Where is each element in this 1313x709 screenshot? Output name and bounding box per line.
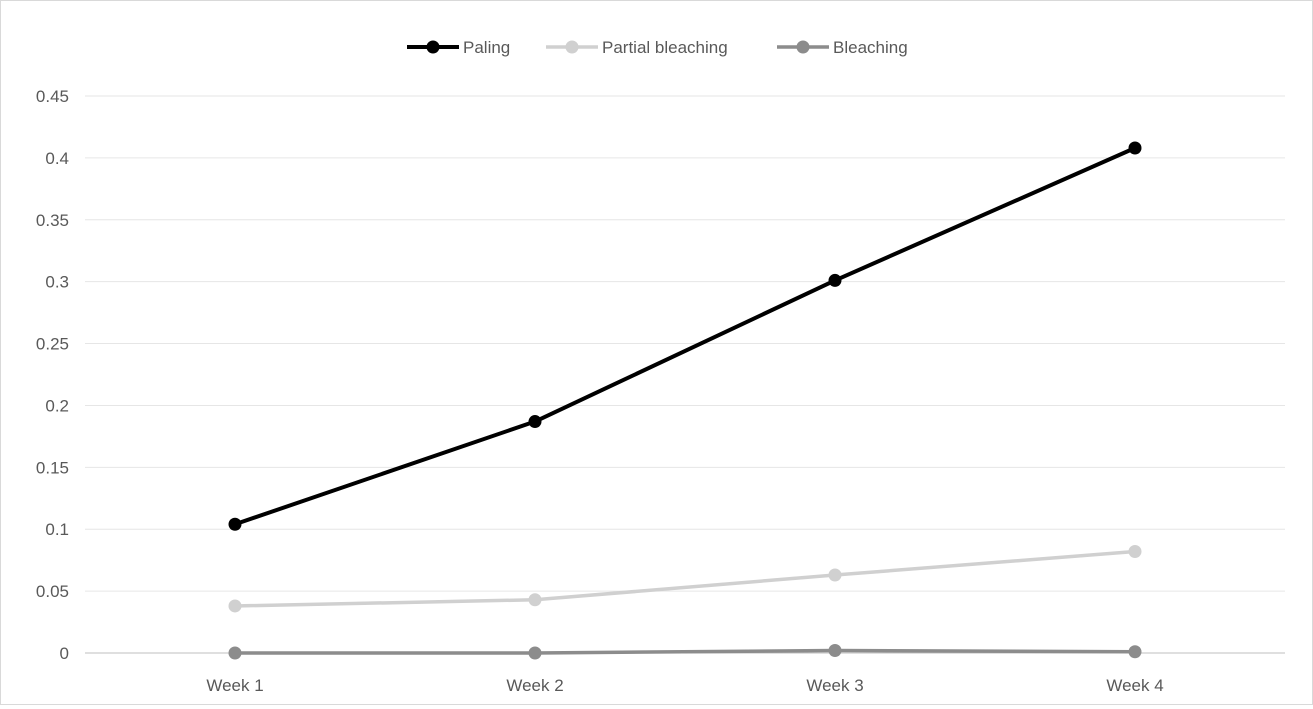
x-tick-label: Week 2 bbox=[506, 676, 563, 695]
data-point-bleaching bbox=[828, 644, 842, 658]
legend-label: Paling bbox=[463, 38, 510, 57]
y-tick-label: 0.05 bbox=[36, 582, 69, 601]
data-point-bleaching bbox=[528, 646, 542, 660]
data-point-paling bbox=[228, 517, 242, 531]
series-paling bbox=[228, 141, 1142, 531]
gridlines bbox=[85, 95, 1285, 654]
legend-label: Bleaching bbox=[833, 38, 908, 57]
data-point-paling bbox=[828, 273, 842, 287]
legend-item-bleaching: Bleaching bbox=[777, 38, 908, 57]
y-tick-label: 0.2 bbox=[45, 396, 69, 415]
y-tick-label: 0 bbox=[60, 644, 69, 663]
data-point-partial-bleaching bbox=[228, 599, 242, 613]
y-tick-label: 0.1 bbox=[45, 520, 69, 539]
series-lines bbox=[228, 141, 1142, 660]
data-point-bleaching bbox=[228, 646, 242, 660]
legend-label: Partial bleaching bbox=[602, 38, 728, 57]
y-tick-label: 0.4 bbox=[45, 149, 69, 168]
x-tick-label: Week 1 bbox=[206, 676, 263, 695]
legend-swatch-marker bbox=[426, 40, 440, 54]
y-axis-ticks: 0 0.05 0.1 0.15 0.2 0.25 0.3 0.35 0.4 0.45 bbox=[36, 87, 69, 663]
x-axis-ticks: Week 1 Week 2 Week 3 Week 4 bbox=[206, 676, 1163, 695]
legend-item-partial-bleaching: Partial bleaching bbox=[546, 38, 728, 57]
legend-item-paling: Paling bbox=[407, 38, 510, 57]
x-tick-label: Week 3 bbox=[806, 676, 863, 695]
legend-swatch-marker bbox=[565, 40, 579, 54]
data-point-bleaching bbox=[1128, 645, 1142, 659]
data-point-partial-bleaching bbox=[1128, 545, 1142, 559]
y-tick-label: 0.3 bbox=[45, 273, 69, 292]
y-tick-label: 0.45 bbox=[36, 87, 69, 106]
series-bleaching bbox=[228, 644, 1142, 660]
series-line-bleaching bbox=[235, 648, 1136, 655]
y-tick-label: 0.15 bbox=[36, 458, 69, 477]
data-point-paling bbox=[1128, 141, 1142, 155]
y-tick-label: 0.35 bbox=[36, 211, 69, 230]
data-point-partial-bleaching bbox=[528, 593, 542, 607]
legend-swatch-marker bbox=[796, 40, 810, 54]
series-line-partial-bleaching bbox=[234, 549, 1136, 608]
data-point-partial-bleaching bbox=[828, 568, 842, 582]
x-tick-label: Week 4 bbox=[1106, 676, 1163, 695]
legend: Paling Partial bleaching Bleaching bbox=[407, 38, 908, 57]
series-partial-bleaching bbox=[228, 545, 1142, 613]
series-line-paling bbox=[234, 146, 1136, 527]
data-point-paling bbox=[528, 415, 542, 429]
y-tick-label: 0.25 bbox=[36, 335, 69, 354]
